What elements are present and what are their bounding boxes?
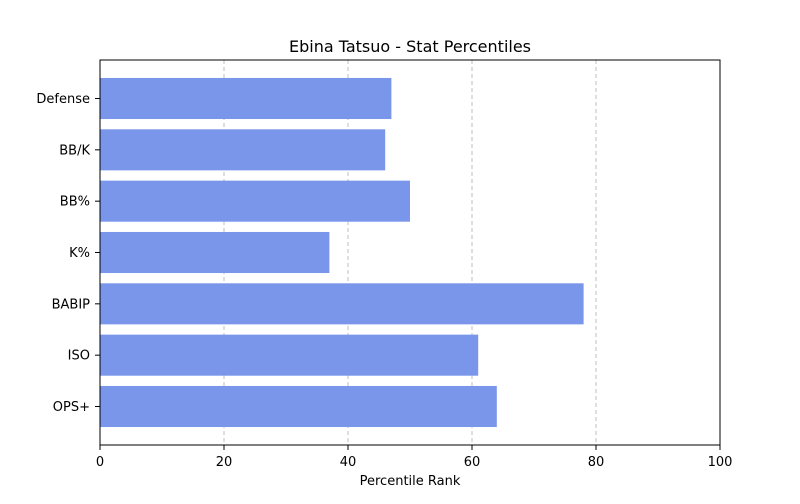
bar (100, 283, 584, 325)
y-tick-label: BB/K (59, 143, 90, 158)
bar (100, 231, 330, 274)
x-axis-ticks: 0 20 40 60 80 100 (96, 445, 733, 470)
chart-title: Ebina Tatsuo - Stat Percentiles (289, 37, 531, 56)
bar (100, 334, 479, 376)
y-tick-label: Defense (36, 92, 90, 107)
bar (100, 180, 410, 222)
bar (100, 385, 497, 428)
y-axis-ticks: OPS+ ISO BABIP K% BB% BB/K Defense (36, 92, 100, 415)
bar (100, 77, 392, 120)
x-tick-label: 0 (96, 455, 104, 470)
y-tick-label: ISO (68, 349, 90, 364)
bar (100, 129, 386, 171)
y-tick-label: OPS+ (53, 400, 90, 415)
y-tick-label: K% (69, 246, 90, 261)
x-tick-label: 80 (588, 455, 605, 470)
y-tick-label: BB% (60, 195, 90, 210)
x-tick-label: 60 (464, 455, 481, 470)
x-tick-label: 40 (340, 455, 357, 470)
x-tick-label: 100 (708, 455, 733, 470)
y-tick-label: BABIP (52, 297, 91, 312)
x-axis-label: Percentile Rank (360, 474, 461, 489)
x-tick-label: 20 (216, 455, 233, 470)
bars (100, 77, 584, 428)
